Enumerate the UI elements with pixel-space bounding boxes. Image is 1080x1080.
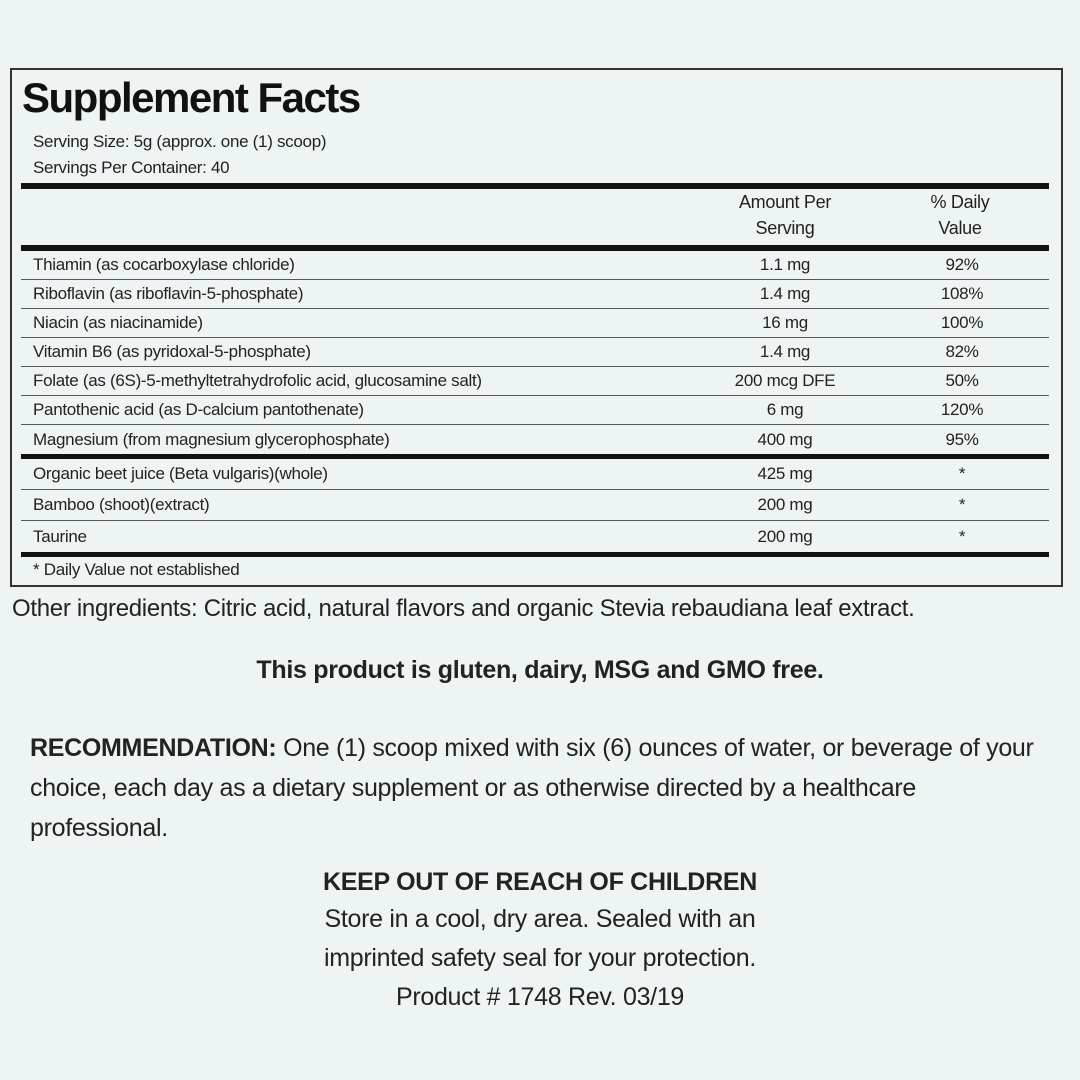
dv-header: % Daily Value xyxy=(880,189,1040,241)
warning-line: imprinted safety seal for your protectio… xyxy=(323,944,757,972)
daily-value: * xyxy=(958,464,966,483)
nutrient-name: Taurine xyxy=(33,526,87,546)
amount: 200 mg xyxy=(757,495,813,514)
amount-header: Amount Per Serving xyxy=(705,189,865,241)
amount: 200 mcg DFE xyxy=(734,371,836,390)
facts-row: Riboflavin (as riboflavin-5-phosphate) 1.… xyxy=(21,280,1049,309)
nutrient-name: Magnesium (from magnesium glycerophospha… xyxy=(33,429,390,449)
amount: 16 mg xyxy=(762,313,808,332)
facts-row: Folate (as (6S)-5-methyltetrahydrofolic … xyxy=(21,367,1049,396)
divider xyxy=(21,552,1049,557)
facts-row: Organic beet juice (Beta vulgaris)(whole… xyxy=(21,459,1049,490)
amount: 425 mg xyxy=(757,464,813,483)
facts-row: Thiamin (as cocarboxylase chloride) 1.1 m… xyxy=(21,251,1049,280)
divider xyxy=(21,183,1049,189)
footnote: * Daily Value not established xyxy=(33,560,240,579)
nutrient-name: Folate (as (6S)-5-methyltetrahydrofolic … xyxy=(33,371,482,390)
facts-row: Pantothenic acid (as D-calcium pantothen… xyxy=(21,396,1049,425)
facts-panel xyxy=(10,68,1063,587)
recommendation-label: RECOMMENDATION: xyxy=(30,734,277,762)
daily-value: 120% xyxy=(940,400,984,419)
daily-value: * xyxy=(958,495,966,514)
amount: 400 mg xyxy=(757,429,813,449)
recommendation-text: One (1) scoop mixed with six (6) ounces … xyxy=(30,734,1034,842)
header-line: Amount Per xyxy=(738,192,832,212)
recommendation: RECOMMENDATION: One (1) scoop mixed with… xyxy=(30,728,1050,848)
warning-title: KEEP OUT OF REACH OF CHILDREN xyxy=(323,868,757,896)
facts-row: Bamboo (shoot)(extract) 200 mg * xyxy=(21,490,1049,521)
amount: 1.4 mg xyxy=(759,284,811,303)
header-line: % Daily xyxy=(930,192,990,212)
facts-row: Vitamin B6 (as pyridoxal-5-phosphate) 1.4… xyxy=(21,338,1049,367)
nutrient-name: Vitamin B6 (as pyridoxal-5-phosphate) xyxy=(33,342,311,361)
warning-line: Store in a cool, dry area. Sealed with a… xyxy=(324,905,756,933)
daily-value: 92% xyxy=(945,255,979,274)
nutrient-name: Thiamin (as cocarboxylase chloride) xyxy=(33,255,295,274)
amount: 200 mg xyxy=(757,526,813,546)
nutrient-name: Bamboo (shoot)(extract) xyxy=(33,495,210,514)
daily-value: 50% xyxy=(945,371,979,390)
daily-value: 95% xyxy=(945,429,979,449)
divider xyxy=(21,454,1049,459)
header-line: Value xyxy=(938,218,982,238)
amount: 1.1 mg xyxy=(759,255,811,274)
nutrient-name: Niacin (as niacinamide) xyxy=(33,313,203,332)
serving-size: Serving Size: 5g (approx. one (1) scoop) xyxy=(33,132,327,151)
facts-row: Magnesium (from magnesium glycerophospha… xyxy=(21,425,1049,454)
free-statement: This product is gluten, dairy, MSG and G… xyxy=(256,656,824,684)
daily-value: * xyxy=(958,526,966,546)
other-ingredients: Other ingredients: Citric acid, natural … xyxy=(12,595,915,622)
amount: 6 mg xyxy=(766,400,804,419)
divider xyxy=(21,245,1049,251)
facts-row: Taurine 200 mg * xyxy=(21,521,1049,552)
nutrient-name: Organic beet juice (Beta vulgaris)(whole… xyxy=(33,464,328,483)
daily-value: 108% xyxy=(940,284,984,303)
header-line: Serving xyxy=(755,218,815,238)
nutrient-name: Pantothenic acid (as D-calcium pantothen… xyxy=(33,400,364,419)
daily-value: 82% xyxy=(945,342,979,361)
servings-per-container: Servings Per Container: 40 xyxy=(33,158,230,177)
warning-line: Product # 1748 Rev. 03/19 xyxy=(395,983,685,1011)
amount: 1.4 mg xyxy=(759,342,811,361)
nutrient-name: Riboflavin (as riboflavin-5-phosphate) xyxy=(33,284,304,303)
facts-row: Niacin (as niacinamide) 16 mg 100% xyxy=(21,309,1049,338)
facts-title: Supplement Facts xyxy=(22,74,361,121)
daily-value: 100% xyxy=(940,313,984,332)
